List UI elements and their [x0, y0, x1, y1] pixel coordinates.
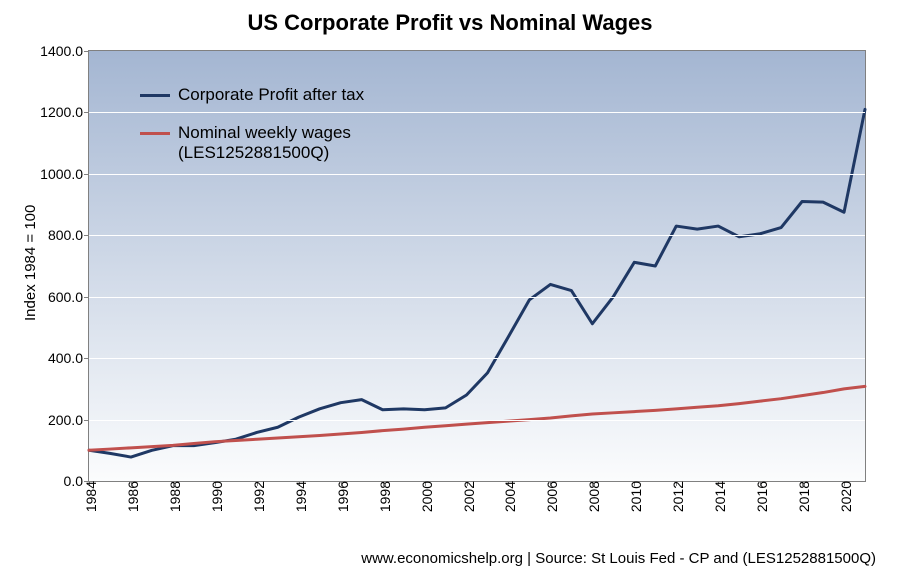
x-tick-label: 2010: [624, 481, 644, 512]
chart-title: US Corporate Profit vs Nominal Wages: [0, 10, 900, 36]
y-tick-label: 1400.0: [40, 43, 89, 59]
x-tick-label: 1996: [331, 481, 351, 512]
source-attribution: www.economicshelp.org | Source: St Louis…: [361, 550, 876, 567]
y-tick-label: 400.0: [48, 350, 89, 366]
x-tick-label: 2004: [498, 481, 518, 512]
x-tick-label: 2020: [834, 481, 854, 512]
gridline-h: [89, 174, 865, 175]
x-tick-label: 2014: [708, 481, 728, 512]
x-tick-label: 1990: [205, 481, 225, 512]
legend-swatch: [140, 132, 170, 135]
legend-row: Nominal weekly wages (LES1252881500Q): [140, 123, 364, 163]
legend-label: Corporate Profit after tax: [178, 85, 364, 105]
y-tick-label: 200.0: [48, 412, 89, 428]
x-tick-label: 1992: [247, 481, 267, 512]
y-tick-label: 1200.0: [40, 104, 89, 120]
legend-row: Corporate Profit after tax: [140, 85, 364, 105]
chart-frame: US Corporate Profit vs Nominal Wages Ind…: [0, 0, 900, 573]
x-tick-label: 2016: [750, 481, 770, 512]
y-tick-label: 600.0: [48, 289, 89, 305]
x-tick-label: 2000: [415, 481, 435, 512]
gridline-h: [89, 420, 865, 421]
legend-swatch: [140, 94, 170, 97]
series-line: [89, 386, 865, 450]
y-tick-label: 1000.0: [40, 166, 89, 182]
gridline-h: [89, 358, 865, 359]
y-tick-label: 800.0: [48, 227, 89, 243]
y-axis-label: Index 1984 = 100: [22, 205, 39, 321]
x-tick-label: 1984: [79, 481, 99, 512]
x-tick-label: 1994: [289, 481, 309, 512]
legend: Corporate Profit after tax Nominal weekly…: [140, 85, 364, 163]
x-tick-label: 2006: [540, 481, 560, 512]
gridline-h: [89, 297, 865, 298]
x-tick-label: 2018: [792, 481, 812, 512]
x-tick-label: 2012: [666, 481, 686, 512]
x-tick-label: 2008: [582, 481, 602, 512]
gridline-h: [89, 235, 865, 236]
x-tick-label: 2002: [457, 481, 477, 512]
x-tick-label: 1988: [163, 481, 183, 512]
x-tick-label: 1986: [121, 481, 141, 512]
legend-label: Nominal weekly wages (LES1252881500Q): [178, 123, 351, 163]
x-tick-label: 1998: [373, 481, 393, 512]
